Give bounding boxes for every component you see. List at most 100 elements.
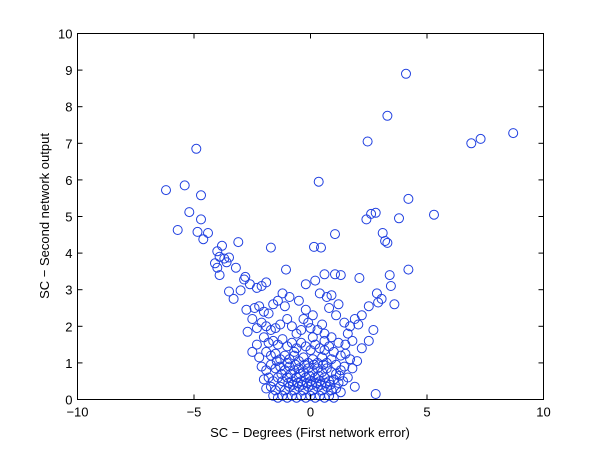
data-point: [279, 301, 290, 312]
data-point: [349, 314, 360, 324]
data-point: [335, 350, 346, 361]
data-point: [300, 304, 311, 315]
y-tick-label: 0: [65, 393, 72, 408]
data-point: [192, 226, 203, 237]
data-point: [258, 306, 269, 317]
data-point: [281, 264, 291, 275]
data-point: [317, 319, 328, 330]
data-point: [353, 319, 364, 330]
data-point: [324, 303, 335, 313]
y-tick-label: 3: [65, 283, 72, 298]
data-point: [394, 213, 404, 224]
data-point: [313, 176, 324, 187]
data-point: [385, 281, 396, 291]
data-point: [382, 237, 393, 248]
data-point: [319, 269, 330, 280]
data-point: [342, 328, 353, 339]
data-point: [263, 337, 274, 348]
data-point: [401, 68, 411, 79]
data-point: [277, 288, 288, 299]
data-point: [276, 368, 287, 379]
data-point: [261, 383, 272, 394]
y-tick-label: 1: [65, 356, 72, 371]
data-point: [339, 361, 350, 372]
data-point: [373, 297, 384, 308]
data-point: [261, 277, 272, 288]
data-point: [362, 136, 373, 147]
data-point: [508, 128, 519, 139]
data-point: [321, 292, 332, 302]
data-point: [283, 378, 294, 388]
data-point: [338, 376, 349, 387]
data-point: [277, 334, 288, 345]
data-point: [314, 343, 325, 354]
data-point: [258, 374, 269, 385]
data-point: [295, 368, 305, 379]
y-tick-label: 8: [65, 100, 72, 115]
data-point: [244, 279, 255, 290]
data-point: [403, 193, 414, 204]
data-point: [352, 356, 363, 367]
data-point: [330, 269, 340, 280]
data-point: [368, 325, 379, 335]
data-point: [354, 273, 365, 283]
data-point: [384, 270, 395, 281]
data-point: [282, 357, 293, 368]
data-points: [161, 68, 519, 403]
data-point: [221, 257, 232, 268]
x-tick-label: −5: [187, 405, 202, 420]
data-point: [275, 319, 286, 330]
data-point: [298, 314, 309, 324]
data-point: [330, 229, 340, 240]
data-point: [316, 242, 326, 253]
data-point: [241, 304, 252, 315]
data-point: [172, 225, 183, 235]
data-point: [247, 314, 258, 324]
data-point: [265, 242, 276, 253]
data-point: [339, 317, 350, 328]
data-point: [249, 303, 260, 313]
data-point: [203, 228, 213, 238]
data-point: [475, 133, 486, 144]
data-point: [247, 346, 258, 357]
data-point: [389, 299, 400, 310]
data-point: [242, 326, 253, 337]
data-point: [224, 252, 234, 263]
data-point: [210, 258, 220, 269]
data-point: [335, 387, 346, 398]
data-point: [347, 363, 358, 374]
data-point: [310, 275, 321, 286]
y-tick-label: 9: [65, 63, 72, 78]
x-tick-label: 0: [307, 405, 314, 420]
data-point: [290, 359, 301, 370]
data-point: [289, 365, 300, 376]
y-tick-label: 5: [65, 210, 72, 225]
x-tick-label: 10: [536, 405, 550, 420]
data-point: [345, 321, 356, 332]
data-point: [403, 264, 414, 275]
y-tick-label: 2: [65, 319, 72, 334]
data-point: [314, 288, 325, 299]
y-tick-label: 6: [65, 173, 72, 188]
data-point: [325, 379, 336, 390]
data-point: [300, 279, 311, 290]
data-point: [196, 214, 206, 225]
data-point: [179, 180, 190, 191]
data-point: [307, 310, 318, 321]
data-point: [233, 237, 244, 248]
data-point: [363, 335, 374, 346]
data-point: [254, 352, 265, 363]
data-point: [296, 325, 307, 335]
data-point: [334, 370, 345, 381]
data-point: [382, 110, 393, 121]
data-point: [326, 385, 337, 396]
data-point: [356, 343, 367, 354]
x-axis-label: SC − Degrees (First network error): [210, 425, 410, 440]
data-point: [224, 286, 234, 297]
data-point: [333, 337, 344, 348]
x-tick-label: −10: [66, 405, 88, 420]
data-point: [230, 262, 241, 273]
data-point: [228, 293, 239, 304]
y-tick-label: 10: [58, 27, 72, 42]
